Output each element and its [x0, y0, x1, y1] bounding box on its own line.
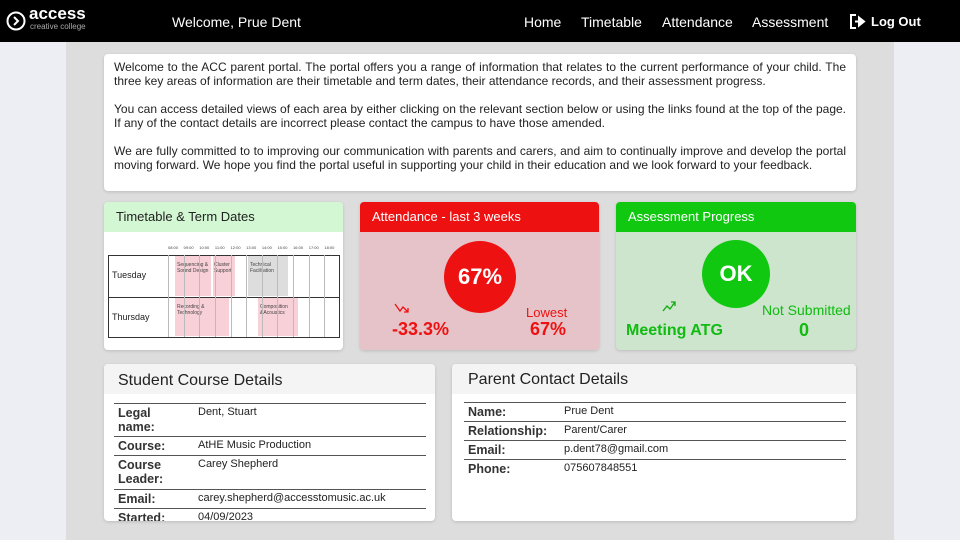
trend-icon [662, 301, 676, 312]
detail-value: 04/09/2023 [194, 508, 426, 521]
detail-label: Name: [464, 402, 560, 422]
session: Sequencing & Sound Design [175, 256, 211, 296]
time-grid [246, 255, 248, 337]
student-details-card: Student Course Details Legal name: Dent, … [104, 364, 435, 521]
timetable-card[interactable]: Timetable & Term Dates Tuesday Thursday … [104, 202, 343, 350]
session: Technical Facilitation [248, 256, 288, 296]
detail-row: Name: Prue Dent [464, 402, 846, 422]
time-grid [230, 255, 232, 337]
detail-label: Email: [464, 440, 560, 460]
not-submitted-label: Not Submitted [762, 302, 851, 318]
time-label: 10:00 [199, 245, 210, 250]
detail-row: Email: carey.shepherd@accesstomusic.ac.uk [114, 489, 426, 509]
detail-row: Course: AtHE Music Production [114, 436, 426, 456]
lowest-value: 67% [530, 319, 567, 339]
detail-label: Email: [114, 489, 194, 509]
intro-card: Welcome to the ACC parent portal. The po… [104, 54, 856, 191]
detail-row: Course Leader: Carey Shepherd [114, 455, 426, 490]
card-title: Parent Contact Details [468, 371, 629, 388]
time-grid [324, 255, 326, 337]
time-grid [214, 255, 216, 337]
time-grid [293, 255, 295, 337]
progress-label: Meeting ATG [626, 322, 723, 339]
time-grid [183, 255, 185, 337]
detail-row: Phone: 075607848551 [464, 459, 846, 479]
attendance-percent: 67% [444, 241, 516, 313]
detail-value: AtHE Music Production [194, 436, 426, 456]
detail-value: 075607848551 [560, 459, 846, 479]
detail-value: Prue Dent [560, 402, 846, 422]
parent-details-card: Parent Contact Details Name: Prue Dent Rel… [452, 364, 856, 521]
lowest-label: Lowest [526, 305, 568, 320]
time-label: 11:00 [214, 245, 225, 250]
nav-bar: access creative college Welcome, Prue De… [0, 0, 960, 42]
timetable-day: Tuesday [112, 270, 147, 280]
card-title: Student Course Details [118, 372, 283, 389]
time-label: 08:00 [168, 245, 179, 250]
logout-icon [850, 14, 866, 29]
card-header: Attendance - last 3 weeks [360, 202, 599, 232]
time-grid [199, 255, 201, 337]
time-grid [308, 255, 310, 337]
time-label: 18:00 [324, 245, 335, 250]
intro-paragraph: You can access detailed views of each ar… [114, 102, 846, 130]
mini-timetable: Tuesday Thursday Sequencing & Sound Desi… [108, 242, 340, 338]
timetable-day: Thursday [112, 312, 150, 322]
time-label: 14:00 [261, 245, 272, 250]
time-grid [168, 255, 169, 337]
detail-label: Started: [114, 508, 194, 521]
nav-link[interactable]: Timetable [581, 14, 642, 30]
detail-value: Parent/Carer [560, 421, 846, 441]
logo-icon [6, 11, 26, 31]
intro-paragraph: Welcome to the ACC parent portal. The po… [114, 60, 846, 88]
time-label: 09:00 [183, 245, 194, 250]
details-table: Name: Prue Dent Relationship: Parent/Carer E… [464, 402, 846, 479]
detail-value: p.dent78@gmail.com [560, 440, 846, 460]
detail-value: Dent, Stuart [194, 403, 426, 437]
welcome: Welcome, Prue Dent [172, 14, 301, 30]
detail-label: Course: [114, 436, 194, 456]
nav-link[interactable]: Home [524, 14, 562, 30]
time-label: 16:00 [293, 245, 304, 250]
details-table: Legal name: Dent, Stuart Course: AtHE Music… [114, 403, 426, 521]
attendance-card[interactable]: Attendance - last 3 weeks 67% -33.3% Low… [360, 202, 599, 350]
time-label: 15:00 [277, 245, 288, 250]
detail-row: Started: 04/09/2023 [114, 508, 426, 521]
detail-row: Relationship: Parent/Carer [464, 421, 846, 441]
nav-link[interactable]: Assessment [752, 14, 829, 30]
time-label: 13:00 [246, 245, 257, 250]
session: Cluster Support [213, 256, 235, 296]
not-submitted-value: 0 [799, 320, 810, 340]
nav-link[interactable]: Attendance [662, 14, 733, 30]
time-grid [261, 255, 263, 337]
assessment-card[interactable]: Assessment Progress OK Meeting ATG Not S… [616, 202, 856, 350]
logo-subtitle: creative college [30, 22, 86, 31]
time-grid [277, 255, 279, 337]
trend-icon [394, 303, 409, 313]
attendance-change: -33.3% [392, 319, 450, 339]
logo[interactable]: access [29, 4, 86, 23]
card-header: Assessment Progress [616, 202, 856, 232]
time-label: 17:00 [308, 245, 319, 250]
detail-label: Phone: [464, 459, 560, 479]
intro-paragraph: We are fully committed to to improving o… [114, 144, 846, 172]
detail-label: Course Leader: [114, 455, 194, 490]
detail-row: Legal name: Dent, Stuart [114, 403, 426, 437]
logout-link[interactable]: Log Out [871, 14, 921, 29]
detail-row: Email: p.dent78@gmail.com [464, 440, 846, 460]
time-label: 12:00 [230, 245, 241, 250]
detail-label: Relationship: [464, 421, 560, 441]
detail-value: carey.shepherd@accesstomusic.ac.uk [194, 489, 426, 509]
detail-value: Carey Shepherd [194, 455, 426, 490]
card-header: Timetable & Term Dates [104, 202, 343, 232]
assessment-status: OK [702, 240, 770, 308]
detail-label: Legal name: [114, 403, 194, 437]
